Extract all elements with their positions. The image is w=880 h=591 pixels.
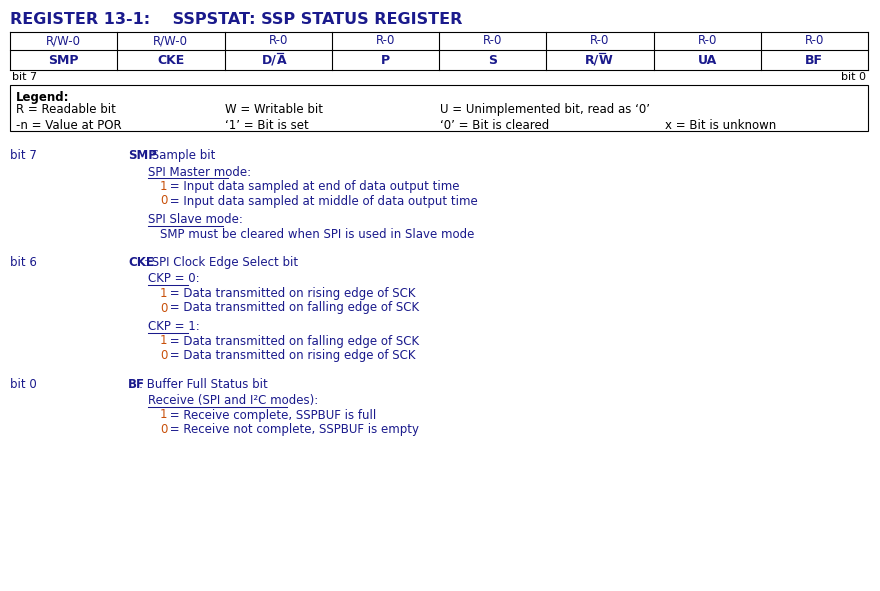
Text: bit 7: bit 7 [12, 72, 37, 82]
Text: = Data transmitted on falling edge of SCK: = Data transmitted on falling edge of SC… [166, 301, 419, 314]
Text: = Receive complete, SSPBUF is full: = Receive complete, SSPBUF is full [166, 408, 377, 421]
Text: Legend:: Legend: [16, 91, 70, 104]
Text: R/: R/ [584, 54, 599, 67]
Text: = Data transmitted on rising edge of SCK: = Data transmitted on rising edge of SCK [166, 349, 415, 362]
Text: bit 6: bit 6 [10, 256, 37, 269]
Text: CKP = 1:: CKP = 1: [148, 320, 200, 333]
Text: : SPI Clock Edge Select bit: : SPI Clock Edge Select bit [143, 256, 298, 269]
Text: BF: BF [805, 54, 824, 67]
Text: : Buffer Full Status bit: : Buffer Full Status bit [138, 378, 268, 391]
Text: R-0: R-0 [483, 34, 502, 47]
Text: = Data transmitted on rising edge of SCK: = Data transmitted on rising edge of SCK [166, 287, 415, 300]
Text: = Input data sampled at middle of data output time: = Input data sampled at middle of data o… [166, 194, 478, 207]
Text: R-0: R-0 [590, 34, 610, 47]
Text: 0: 0 [160, 301, 167, 314]
Text: SPI Master mode:: SPI Master mode: [148, 165, 251, 178]
Text: SMP: SMP [128, 149, 157, 162]
Text: U = Unimplemented bit, read as ‘0’: U = Unimplemented bit, read as ‘0’ [440, 103, 650, 116]
Text: CKE: CKE [128, 256, 154, 269]
Text: 0: 0 [160, 349, 167, 362]
Text: S: S [488, 54, 497, 67]
Text: W = Writable bit: W = Writable bit [225, 103, 323, 116]
Text: REGISTER 13-1:    SSPSTAT: SSP STATUS REGISTER: REGISTER 13-1: SSPSTAT: SSP STATUS REGIS… [10, 12, 462, 27]
Text: = Data transmitted on falling edge of SCK: = Data transmitted on falling edge of SC… [166, 335, 419, 348]
Text: ‘1’ = Bit is set: ‘1’ = Bit is set [225, 119, 309, 132]
Text: = Receive not complete, SSPBUF is empty: = Receive not complete, SSPBUF is empty [166, 423, 419, 436]
Text: SPI Slave mode:: SPI Slave mode: [148, 213, 243, 226]
FancyBboxPatch shape [10, 85, 868, 131]
Text: UA: UA [698, 54, 716, 67]
Text: = Input data sampled at end of data output time: = Input data sampled at end of data outp… [166, 180, 459, 193]
Text: R/W-0: R/W-0 [153, 34, 188, 47]
Text: x = Bit is unknown: x = Bit is unknown [665, 119, 776, 132]
Text: R-0: R-0 [376, 34, 395, 47]
Text: 1: 1 [160, 408, 167, 421]
Text: 0: 0 [160, 194, 167, 207]
Text: : Sample bit: : Sample bit [143, 149, 216, 162]
Text: D/: D/ [262, 54, 277, 67]
Text: R = Readable bit: R = Readable bit [16, 103, 116, 116]
Text: R-0: R-0 [268, 34, 288, 47]
Text: SMP: SMP [48, 54, 79, 67]
Text: bit 0: bit 0 [10, 378, 37, 391]
Text: R-0: R-0 [804, 34, 824, 47]
Text: P: P [381, 54, 390, 67]
Text: CKE: CKE [158, 54, 185, 67]
Text: BF: BF [128, 378, 145, 391]
Text: A: A [277, 54, 287, 67]
Text: SMP must be cleared when SPI is used in Slave mode: SMP must be cleared when SPI is used in … [160, 228, 474, 241]
Text: R-0: R-0 [698, 34, 717, 47]
Text: bit 0: bit 0 [841, 72, 866, 82]
Text: ‘0’ = Bit is cleared: ‘0’ = Bit is cleared [440, 119, 549, 132]
Text: 1: 1 [160, 335, 167, 348]
Text: W: W [599, 54, 612, 67]
Text: -n = Value at POR: -n = Value at POR [16, 119, 121, 132]
Text: Receive (SPI and I²C modes):: Receive (SPI and I²C modes): [148, 394, 319, 407]
Text: 1: 1 [160, 287, 167, 300]
Text: R/W-0: R/W-0 [46, 34, 81, 47]
Text: CKP = 0:: CKP = 0: [148, 272, 200, 285]
Text: 1: 1 [160, 180, 167, 193]
Text: bit 7: bit 7 [10, 149, 37, 162]
Text: 0: 0 [160, 423, 167, 436]
